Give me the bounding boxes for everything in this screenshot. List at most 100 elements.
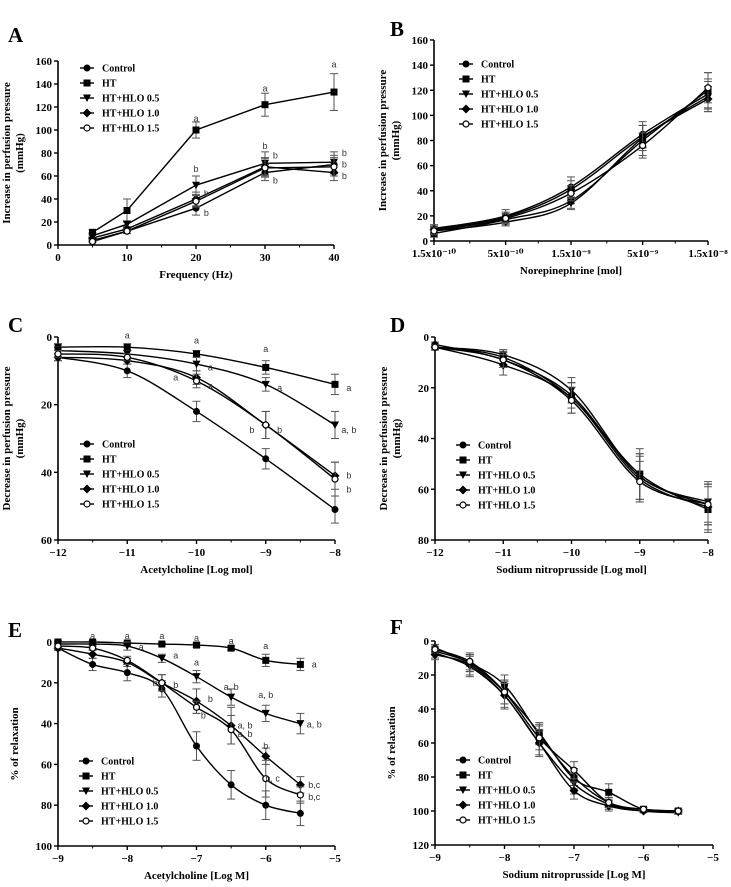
significance-label: a xyxy=(312,659,317,669)
series-line xyxy=(434,346,709,506)
open-circle-marker xyxy=(499,356,507,364)
legend-label: HT+HLO 1.5 xyxy=(102,500,159,511)
legend-label: HT xyxy=(481,75,496,86)
y-tick-label: 0 xyxy=(47,240,53,252)
legend-label: HT+HLO 1.5 xyxy=(101,817,158,828)
filled-diamond-marker xyxy=(461,104,471,114)
open-circle-marker xyxy=(54,642,62,650)
filled-square-marker xyxy=(83,79,91,87)
panel-letter: F xyxy=(390,615,403,639)
significance-label: a, b xyxy=(224,682,239,692)
legend-label: HT+HLO 1.5 xyxy=(102,124,159,135)
series-ht-hlo-0-5 xyxy=(430,80,712,236)
x-tick-label: −8 xyxy=(499,852,511,864)
y-tick-label: 140 xyxy=(412,60,429,72)
legend-label: HT+HLO 0.5 xyxy=(102,94,159,105)
significance-label: a, b xyxy=(237,721,252,731)
panel-letter: C xyxy=(8,313,23,337)
y-tick-label: 80 xyxy=(418,535,430,547)
filled-circle-marker xyxy=(193,742,200,750)
series-line xyxy=(434,343,709,506)
filled-triangle-down-marker xyxy=(331,421,339,429)
legend-label: HT+HLO 0.5 xyxy=(478,471,535,482)
open-circle-marker xyxy=(83,500,91,508)
filled-circle-marker xyxy=(459,441,467,449)
filled-square-marker xyxy=(123,207,131,214)
series-line xyxy=(434,346,709,508)
panel-a: A 0 10 20 30 40 0 20 40 60 80 100 120 140 160 Frequency… xyxy=(1,23,347,281)
open-circle-marker xyxy=(459,501,467,509)
x-tick-label: −9 xyxy=(634,547,646,559)
filled-triangle-down-marker xyxy=(261,709,270,718)
y-axis-title: Decrease in perfusion pressure xyxy=(1,366,13,510)
significance-label: a xyxy=(173,373,178,383)
significance-label: b xyxy=(273,150,278,160)
significance-label: a xyxy=(173,650,178,660)
open-circle-marker xyxy=(466,657,474,666)
y-tick-label: 120 xyxy=(412,85,429,97)
y-tick-label: 80 xyxy=(41,148,53,160)
legend: Control HT HT+HLO 0.5 HT+HLO 1.0 HT+HLO 1.5 xyxy=(456,441,535,512)
filled-square-marker xyxy=(158,640,166,648)
open-circle-marker xyxy=(704,500,712,509)
filled-square-marker xyxy=(82,772,90,780)
legend-label: HT+HLO 1.0 xyxy=(102,485,159,496)
y-tick-label: 60 xyxy=(418,484,430,496)
significance-label: a, b xyxy=(237,729,252,739)
y-tick-label: 20 xyxy=(41,217,53,229)
series-line xyxy=(57,645,301,796)
filled-triangle-down-marker xyxy=(462,90,470,98)
filled-diamond-marker xyxy=(430,650,440,660)
legend-label: HT+HLO 1.5 xyxy=(481,120,538,131)
x-tick-label: −8 xyxy=(329,547,341,559)
open-circle-marker xyxy=(535,734,543,742)
open-circle-marker xyxy=(704,84,712,92)
significance-label: a xyxy=(159,631,164,641)
filled-circle-marker xyxy=(83,440,91,448)
series-ht-hlo-1-5 xyxy=(54,350,339,497)
open-circle-marker xyxy=(227,726,235,734)
open-circle-marker xyxy=(462,120,470,128)
series-line xyxy=(57,647,301,815)
x-tick-label: −11 xyxy=(495,547,512,559)
x-tick-label: −11 xyxy=(119,547,136,559)
y-tick-label: 80 xyxy=(41,800,53,812)
filled-diamond-marker xyxy=(458,800,468,810)
panel-letter: E xyxy=(8,618,22,642)
filled-square-marker xyxy=(123,343,131,351)
legend: Control HT HT+HLO 0.5 HT+HLO 1.0 HT+HLO 1.5 xyxy=(80,64,159,135)
series-line xyxy=(57,643,301,725)
panel-d: D −12 −11 −10 −9 −8 0 20 40 60 80 Sodium nitropruss… xyxy=(378,313,714,576)
series-ht-hlo-1-5 xyxy=(430,72,712,236)
y-tick-label: 60 xyxy=(417,161,429,173)
significance-label: b xyxy=(208,694,213,704)
significance-label: b xyxy=(346,484,351,494)
filled-diamond-marker xyxy=(569,786,579,796)
y-tick-label: 60 xyxy=(418,738,430,750)
series-ht-hlo-1-5 xyxy=(431,343,712,526)
significance-label: a xyxy=(346,383,351,393)
y-tick-label: 60 xyxy=(41,535,53,547)
legend-label: Control xyxy=(102,64,135,75)
filled-triangle-down-marker xyxy=(88,640,97,649)
legend-label: HT+HLO 1.0 xyxy=(101,802,158,813)
filled-square-marker xyxy=(262,363,270,371)
significance-label: b xyxy=(273,176,278,186)
series-ht-hlo-0-5 xyxy=(54,346,339,439)
legend-label: HT xyxy=(478,771,493,782)
open-circle-marker xyxy=(54,350,62,358)
filled-square-marker xyxy=(193,350,200,358)
significance-label: a xyxy=(277,383,282,393)
significance-label: b xyxy=(262,141,267,151)
filled-square-marker xyxy=(227,644,235,652)
significance-label: a xyxy=(194,657,199,667)
significance-label: a xyxy=(208,381,213,391)
series-ht xyxy=(431,343,712,533)
x-tick-label: −12 xyxy=(49,547,67,559)
open-circle-marker xyxy=(192,377,201,385)
legend: Control HT HT+HLO 0.5 HT+HLO 1.0 HT+HLO 1.5 xyxy=(459,60,538,131)
x-tick-label: −9 xyxy=(429,852,441,864)
y-tick-label: 140 xyxy=(36,79,53,91)
open-circle-marker xyxy=(89,644,97,652)
x-tick-label: 1.5x10⁻⁹ xyxy=(551,248,591,260)
